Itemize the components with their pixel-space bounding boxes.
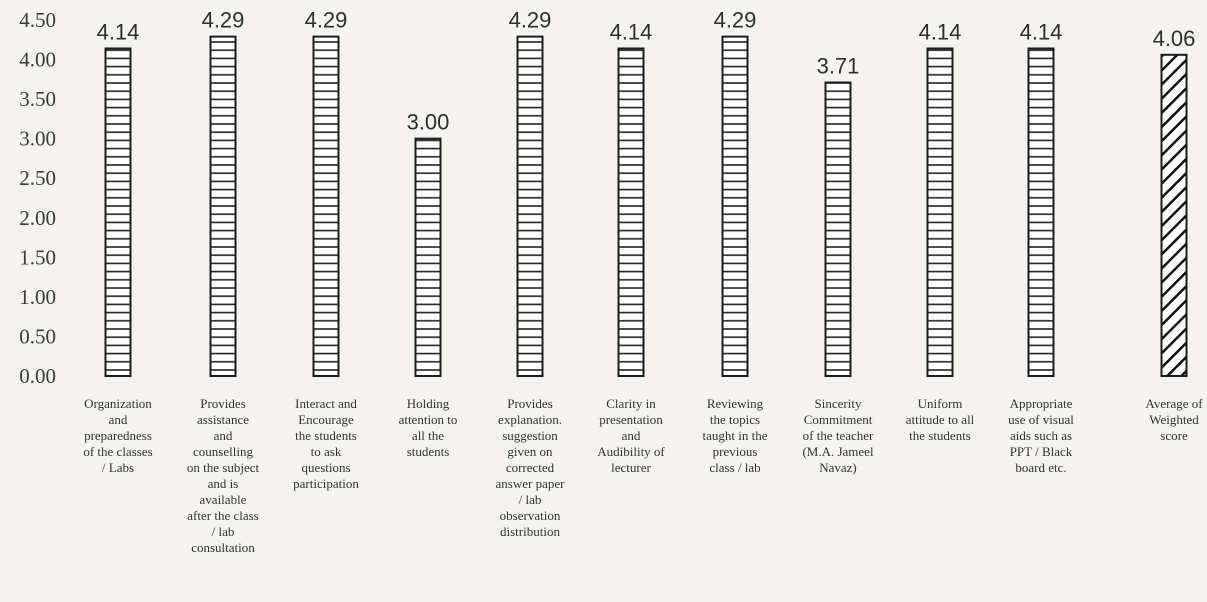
y-tick-label: 4.00	[19, 48, 56, 72]
data-label: 4.29	[202, 8, 245, 33]
y-axis: 0.00 0.50 1.00 1.50 2.00 2.50 3.00 3.50 4.00 4.50	[19, 8, 56, 388]
y-tick-label: 0.50	[19, 324, 56, 348]
x-category-label: Provides assistance and counselling on t…	[186, 396, 260, 555]
bar	[721, 35, 749, 377]
data-label: 4.14	[1020, 19, 1063, 44]
y-tick-label: 1.50	[19, 245, 56, 269]
bar	[516, 35, 544, 377]
x-category-label: Holding attention to all the students	[398, 396, 458, 459]
y-tick-label: 2.00	[19, 206, 56, 230]
y-tick-label: 0.00	[19, 364, 56, 388]
x-category-label: Interact and Encourage the students to a…	[293, 396, 359, 491]
x-category-label: Average of Weighted score	[1145, 396, 1203, 443]
bar	[926, 47, 954, 377]
bars-group	[104, 35, 1188, 378]
data-labels-group: 4.14 4.29 4.29 3.00 4.29 4.14 4.29 3.71 4.14 4.14…	[97, 8, 1196, 135]
y-tick-label: 1.00	[19, 285, 56, 309]
bar	[209, 35, 237, 377]
bar	[104, 47, 132, 377]
bar	[312, 35, 340, 377]
data-label: 3.00	[407, 110, 450, 135]
x-category-label: Uniform attitude to all the students	[905, 396, 975, 443]
bar	[414, 137, 442, 377]
bar	[824, 81, 852, 378]
y-tick-label: 3.00	[19, 127, 56, 151]
x-category-label: Appropriate use of visual aids such as P…	[1008, 396, 1074, 475]
y-tick-label: 2.50	[19, 166, 56, 190]
x-category-label: Provides explanation. suggestion given o…	[495, 396, 565, 539]
data-label: 4.29	[714, 8, 757, 33]
data-label: 4.29	[305, 8, 348, 33]
bar	[1027, 47, 1055, 377]
data-label: 4.29	[509, 8, 552, 33]
x-category-label: Clarity in presentation and Audibility o…	[597, 396, 665, 475]
data-label: 3.71	[817, 53, 860, 78]
data-label: 4.14	[610, 19, 653, 44]
y-tick-label: 3.50	[19, 87, 56, 111]
x-category-label: Sincerity Commitment of the teacher (M.A…	[802, 396, 874, 475]
x-category-label: Reviewing the topics taught in the previ…	[702, 396, 768, 475]
y-tick-label: 4.50	[19, 8, 56, 32]
data-label: 4.06	[1153, 26, 1196, 51]
bar	[1160, 53, 1188, 377]
bar	[617, 47, 645, 377]
data-label: 4.14	[919, 19, 962, 44]
data-label: 4.14	[97, 19, 140, 44]
x-category-label: Organization and preparedness of the cla…	[83, 396, 153, 475]
